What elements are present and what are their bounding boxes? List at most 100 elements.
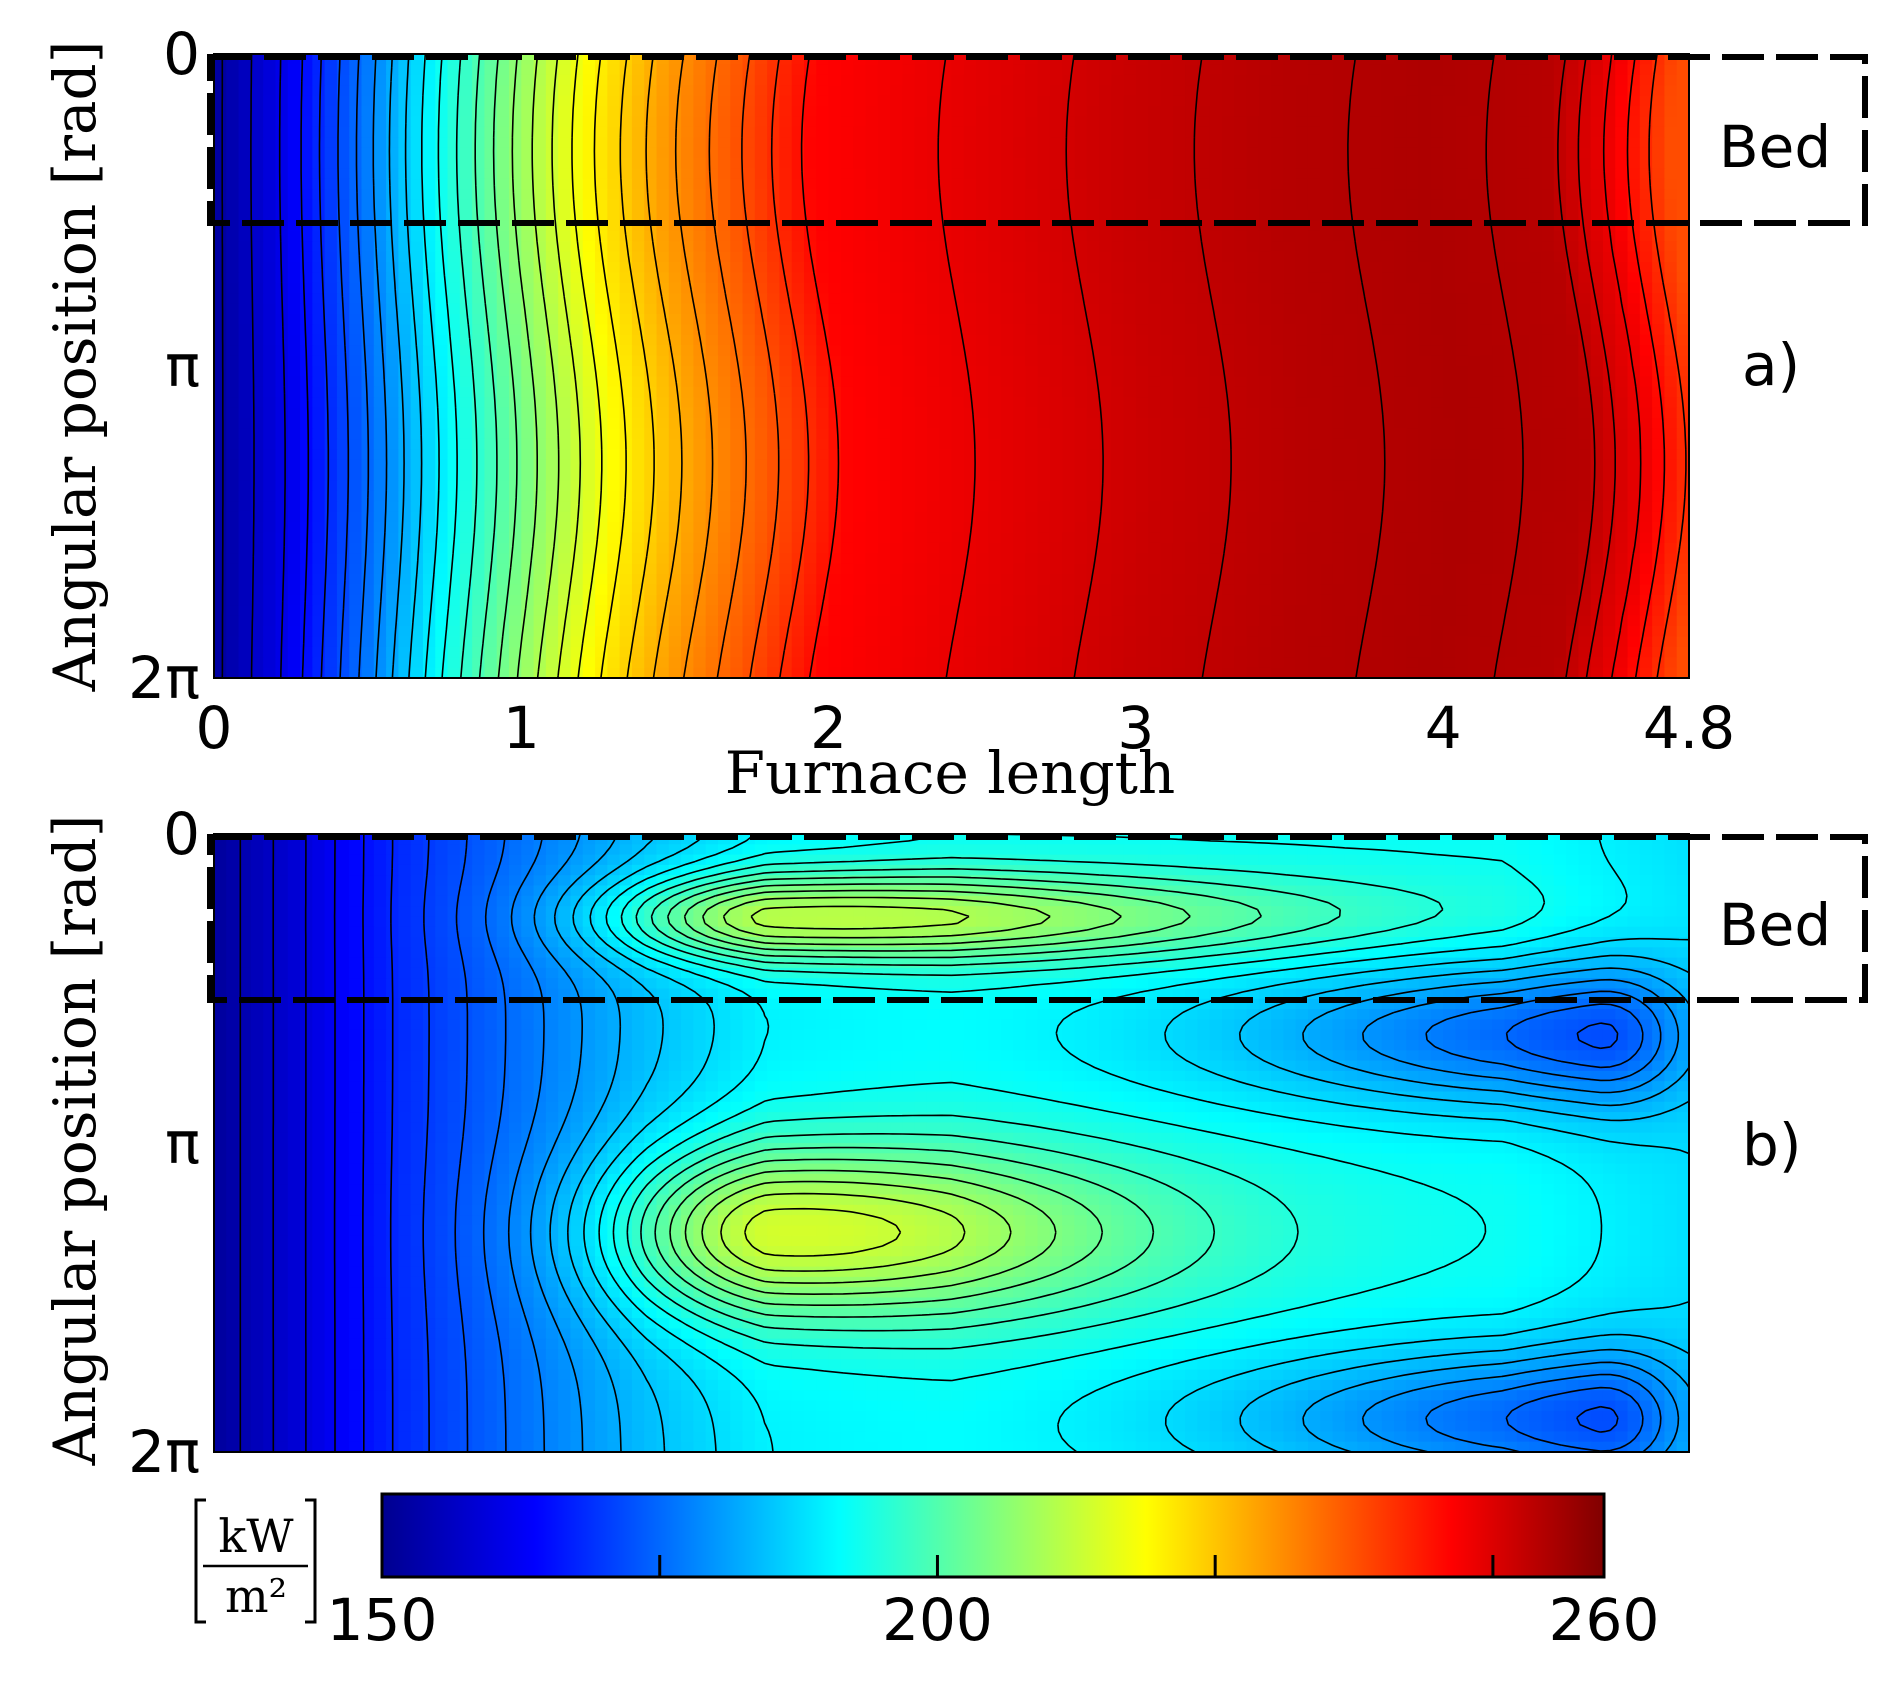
heat-cell bbox=[816, 272, 830, 284]
heat-cell bbox=[914, 376, 928, 388]
heat-cell bbox=[1234, 241, 1248, 253]
heat-cell bbox=[570, 480, 584, 492]
heat-cell bbox=[300, 147, 314, 159]
heat-cell bbox=[1516, 324, 1531, 336]
heat-cell bbox=[1492, 345, 1506, 357]
heat-cell bbox=[1062, 314, 1076, 326]
heat-cell bbox=[1639, 126, 1653, 138]
heat-cell bbox=[250, 345, 264, 357]
heat-cell bbox=[730, 210, 744, 222]
heat-cell bbox=[1234, 168, 1248, 180]
heat-cell bbox=[1381, 189, 1395, 201]
heat-cell bbox=[1086, 85, 1100, 97]
heat-cell bbox=[1221, 106, 1236, 118]
heat-cell bbox=[509, 355, 523, 367]
heat-cell bbox=[1652, 438, 1666, 450]
heat-cell bbox=[1615, 334, 1629, 346]
heat-cell bbox=[1529, 376, 1543, 388]
heat-cell bbox=[816, 106, 830, 118]
heat-cell bbox=[250, 376, 264, 388]
heat-cell bbox=[214, 74, 228, 86]
heat-cell bbox=[214, 262, 228, 274]
heat-cell bbox=[263, 480, 277, 492]
heat-cell bbox=[447, 282, 461, 294]
heat-cell bbox=[804, 262, 818, 274]
heat-cell bbox=[1025, 168, 1039, 180]
heat-cell bbox=[1258, 95, 1272, 107]
heat-cell bbox=[1012, 449, 1027, 461]
heat-cell bbox=[1197, 428, 1211, 440]
heat-cell bbox=[1541, 314, 1555, 326]
heat-cell bbox=[1012, 366, 1027, 378]
heat-cell bbox=[226, 137, 240, 149]
heat-cell bbox=[226, 386, 240, 398]
heat-cell bbox=[607, 459, 621, 471]
heat-cell bbox=[545, 262, 559, 274]
heat-cell bbox=[250, 459, 264, 471]
heat-cell bbox=[1467, 137, 1481, 149]
heat-cell bbox=[1381, 459, 1395, 471]
heat-cell bbox=[926, 428, 941, 440]
heat-cell bbox=[1086, 459, 1100, 471]
heat-cell bbox=[1369, 470, 1383, 482]
heat-cell bbox=[361, 178, 375, 190]
heat-cell bbox=[496, 438, 510, 450]
heat-cell bbox=[853, 293, 867, 305]
heat-cell bbox=[914, 262, 928, 274]
heat-cell bbox=[1480, 64, 1494, 76]
heat-cell bbox=[681, 178, 695, 190]
heat-cell bbox=[1566, 64, 1580, 76]
heat-cell bbox=[1221, 189, 1236, 201]
heat-cell bbox=[1000, 74, 1014, 86]
heat-cell bbox=[1197, 262, 1211, 274]
heat-cell bbox=[435, 106, 449, 118]
heat-cell bbox=[287, 480, 301, 492]
heat-cell bbox=[1418, 95, 1432, 107]
heat-cell bbox=[435, 366, 449, 378]
heat-cell bbox=[668, 116, 682, 128]
heat-cell bbox=[1418, 189, 1432, 201]
heat-cell bbox=[644, 449, 658, 461]
heat-cell bbox=[1602, 470, 1617, 482]
heat-cell bbox=[300, 54, 314, 66]
heat-cell bbox=[1504, 230, 1518, 242]
heat-cell bbox=[914, 116, 928, 128]
heat-cell bbox=[1381, 262, 1395, 274]
heat-cell bbox=[865, 126, 879, 138]
heat-cell bbox=[693, 314, 707, 326]
heat-cell bbox=[238, 345, 252, 357]
heat-cell bbox=[349, 106, 363, 118]
heat-cell bbox=[472, 397, 486, 409]
heat-cell bbox=[619, 376, 633, 388]
heat-cell bbox=[1516, 74, 1531, 86]
heat-cell bbox=[865, 376, 879, 388]
heat-cell bbox=[1357, 210, 1371, 222]
heat-cell bbox=[250, 355, 264, 367]
heat-cell bbox=[447, 324, 461, 336]
heat-cell bbox=[1652, 449, 1666, 461]
heat-cell bbox=[324, 345, 338, 357]
heat-cell bbox=[226, 449, 240, 461]
heat-cell bbox=[804, 407, 818, 419]
heat-cell bbox=[742, 74, 756, 86]
heat-cell bbox=[1332, 366, 1346, 378]
heat-cell bbox=[705, 230, 719, 242]
heat-cell bbox=[447, 480, 461, 492]
heat-cell bbox=[681, 428, 695, 440]
heat-cell bbox=[582, 470, 596, 482]
heat-cell bbox=[214, 168, 228, 180]
heat-cell bbox=[1676, 282, 1689, 294]
heat-cell bbox=[263, 272, 277, 284]
heat-cell bbox=[226, 345, 240, 357]
heat-cell bbox=[373, 282, 387, 294]
heat-cell bbox=[1664, 178, 1678, 190]
heat-cell bbox=[742, 147, 756, 159]
heat-cell bbox=[1221, 272, 1236, 284]
heat-cell bbox=[1123, 210, 1137, 222]
heat-cell bbox=[214, 314, 228, 326]
heat-cell bbox=[398, 74, 412, 86]
heat-cell bbox=[1332, 407, 1346, 419]
heat-cell bbox=[619, 189, 633, 201]
heat-cell bbox=[1504, 241, 1518, 253]
heat-cell bbox=[1394, 376, 1408, 388]
